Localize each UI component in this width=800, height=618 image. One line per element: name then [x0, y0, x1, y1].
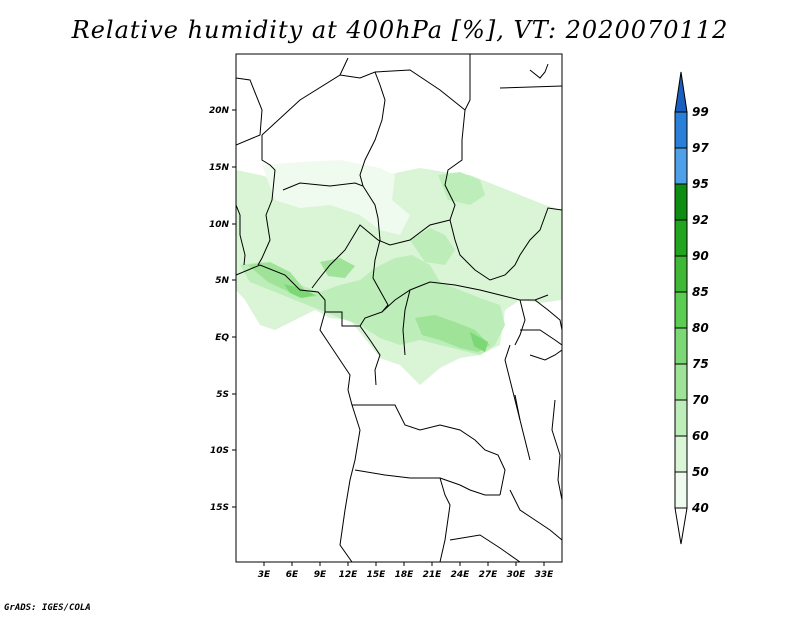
colorbar-segment: [674, 219, 688, 257]
colorbar-label: 60: [692, 429, 709, 443]
colorbar-label: 70: [692, 393, 709, 407]
lat-label: EQ: [215, 333, 229, 343]
colorbar-label: 80: [692, 321, 709, 335]
lat-label: 5S: [216, 390, 229, 400]
lat-label: 5N: [215, 276, 229, 286]
longitude-labels: 3E 6E 9E 12E 15E 18E 21E 24E 27E 30E 33E: [258, 570, 554, 580]
lat-label: 15N: [209, 163, 230, 173]
lat-label: 15S: [210, 503, 229, 513]
country-boundaries: [236, 54, 562, 562]
lon-label: 24E: [451, 570, 471, 580]
colorbar-segment: [674, 399, 688, 437]
lat-label: 20N: [209, 106, 230, 116]
lon-label: 18E: [395, 570, 415, 580]
lon-label: 21E: [423, 570, 443, 580]
colorbar-label: 99: [692, 105, 709, 119]
chart-title: Relative humidity at 400hPa [%], VT: 202…: [71, 16, 729, 44]
colorbar-label: 75: [692, 357, 709, 371]
colorbar-segment: [674, 255, 688, 293]
lat-label: 10N: [209, 220, 230, 230]
colorbar-label: 40: [691, 501, 709, 515]
lon-label: 6E: [286, 570, 299, 580]
lon-label: 12E: [339, 570, 359, 580]
colorbar-segment: [674, 435, 688, 473]
colorbar-segment: [674, 111, 688, 149]
map-frame: [235, 53, 563, 563]
lon-label: 9E: [314, 570, 327, 580]
colorbar-label: 97: [692, 141, 709, 155]
lon-label: 15E: [367, 570, 387, 580]
lon-label: 3E: [258, 570, 271, 580]
colorbar-segment: [674, 471, 688, 509]
lat-label: 10S: [210, 446, 229, 456]
colorbar-segment: [674, 327, 688, 365]
humidity-shading: [236, 160, 562, 385]
lon-label: 27E: [479, 570, 499, 580]
credit-text: GrADS: IGES/COLA: [4, 603, 91, 613]
colorbar-segment: [674, 147, 688, 185]
colorbar-bottom-arrow: [674, 507, 688, 545]
colorbar-label: 85: [692, 285, 709, 299]
colorbar-label: 90: [692, 249, 709, 263]
tick-marks: [232, 109, 545, 566]
lon-label: 30E: [507, 570, 527, 580]
colorbar-top-arrow: [674, 71, 688, 113]
colorbar-label: 92: [692, 213, 709, 227]
lon-label: 33E: [535, 570, 555, 580]
colorbar-segment: [674, 291, 688, 329]
colorbar-segment: [674, 363, 688, 401]
colorbar-label: 50: [692, 465, 709, 479]
colorbar-segment: [674, 183, 688, 221]
colorbar-label: 95: [692, 177, 709, 191]
colorbar: 40 50 60 70 75 80 85 90 92 95 97 99: [674, 71, 709, 545]
latitude-labels: 20N 15N 10N 5N EQ 5S 10S 15S: [209, 106, 230, 513]
